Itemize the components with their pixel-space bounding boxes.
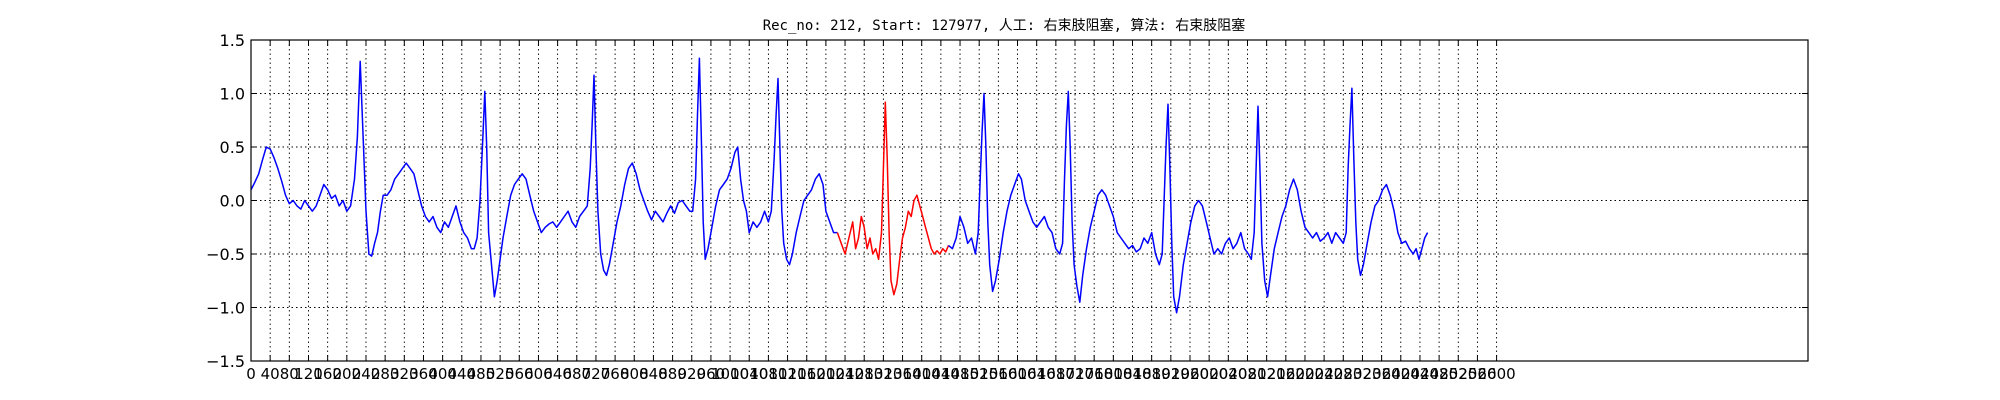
x-tick-label: 680 <box>562 365 591 383</box>
x-tick-label: 1640 <box>1018 365 1056 383</box>
x-tick-label: 1400 <box>903 365 941 383</box>
ecg-trace <box>250 57 1429 314</box>
x-tick-label: 640 <box>543 365 572 383</box>
x-tick-label: 840 <box>639 365 668 383</box>
x-axis: 0 40 8012016020024028032036040044048052056… <box>246 40 1516 383</box>
x-tick-label: 1120 <box>768 365 806 383</box>
x-tick-label: 2240 <box>1305 365 1343 383</box>
x-tick-label: 960 <box>697 365 726 383</box>
y-tick-label: 1.0 <box>220 85 245 104</box>
x-tick-label: 520 <box>486 365 515 383</box>
x-tick-label: 1320 <box>864 365 902 383</box>
x-tick-label: 2400 <box>1382 365 1420 383</box>
x-tick-label: 2080 <box>1228 365 1266 383</box>
x-tick-label: 80 <box>280 365 299 383</box>
x-tick-label: 1880 <box>1133 365 1171 383</box>
y-tick-label: −1.5 <box>206 352 245 371</box>
x-tick-label: 2600 <box>1478 365 1516 383</box>
x-tick-label: 760 <box>601 365 630 383</box>
x-tick-label: 0 <box>246 365 256 383</box>
x-tick-label: 1520 <box>960 365 998 383</box>
x-tick-label: 1080 <box>749 365 787 383</box>
x-tick-label: 1440 <box>922 365 960 383</box>
x-tick-label: 2280 <box>1324 365 1362 383</box>
y-tick-label: −1.0 <box>206 299 245 318</box>
x-tick-label: 440 <box>447 365 476 383</box>
x-tick-label: 40 <box>261 365 280 383</box>
x-tick-label: 240 <box>352 365 381 383</box>
x-tick-label: 2360 <box>1363 365 1401 383</box>
x-tick-label: 2040 <box>1209 365 1247 383</box>
x-tick-label: 2200 <box>1286 365 1324 383</box>
x-tick-label: 1560 <box>979 365 1017 383</box>
x-tick-label: 160 <box>313 365 342 383</box>
y-tick-label: −0.5 <box>206 245 245 264</box>
x-tick-label: 120 <box>294 365 323 383</box>
chart-title: Rec_no: 212, Start: 127977, 人工: 右束肢阻塞, 算… <box>763 17 1246 34</box>
x-tick-label: 1960 <box>1171 365 1209 383</box>
grid-lines <box>251 40 1808 361</box>
x-tick-label: 2440 <box>1401 365 1439 383</box>
x-tick-label: 1000 <box>711 365 749 383</box>
x-tick-label: 280 <box>371 365 400 383</box>
ecg-series-highlight <box>836 101 950 296</box>
x-tick-label: 1280 <box>845 365 883 383</box>
x-tick-label: 2520 <box>1439 365 1477 383</box>
x-tick-label: 1160 <box>788 365 826 383</box>
x-tick-label: 1240 <box>826 365 864 383</box>
x-tick-label: 2560 <box>1458 365 1496 383</box>
x-tick-label: 1920 <box>1152 365 1190 383</box>
x-tick-label: 800 <box>620 365 649 383</box>
x-tick-label: 2120 <box>1248 365 1286 383</box>
x-tick-label: 1760 <box>1075 365 1113 383</box>
ecg-series-before <box>250 57 838 298</box>
x-tick-label: 2480 <box>1420 365 1458 383</box>
x-tick-label: 1680 <box>1037 365 1075 383</box>
x-tick-label: 560 <box>505 365 534 383</box>
y-axis: 1.5 1.0 0.5 0.0 −0.5 −1.0 −1.5 <box>206 31 1808 371</box>
x-tick-label: 480 <box>467 365 496 383</box>
y-tick-label: 0.5 <box>220 138 245 157</box>
x-tick-label: 2320 <box>1343 365 1381 383</box>
x-tick-label: 2000 <box>1190 365 1228 383</box>
x-tick-label: 1800 <box>1094 365 1132 383</box>
ecg-series-after <box>948 87 1429 314</box>
x-tick-label: 1200 <box>807 365 845 383</box>
x-tick-label: 400 <box>428 365 457 383</box>
y-tick-label: 0.0 <box>220 192 245 211</box>
x-tick-label: 1600 <box>998 365 1036 383</box>
x-tick-label: 200 <box>332 365 361 383</box>
x-tick-label: 920 <box>677 365 706 383</box>
x-tick-label: 1720 <box>1056 365 1094 383</box>
x-tick-label: 600 <box>524 365 553 383</box>
x-tick-label: 2160 <box>1267 365 1305 383</box>
x-tick-label: 360 <box>409 365 438 383</box>
x-tick-label: 1040 <box>730 365 768 383</box>
x-tick-label: 720 <box>582 365 611 383</box>
x-tick-label: 880 <box>658 365 687 383</box>
x-tick-label: 1480 <box>941 365 979 383</box>
x-tick-label: 320 <box>390 365 419 383</box>
y-tick-label: 1.5 <box>220 31 245 50</box>
x-tick-label: 1360 <box>883 365 921 383</box>
x-tick-label: 1840 <box>1113 365 1151 383</box>
